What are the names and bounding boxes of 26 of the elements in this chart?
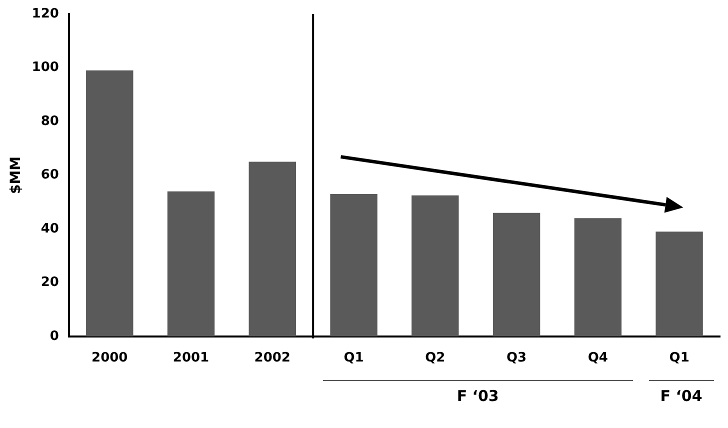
x-tick-label: Q4 <box>588 350 608 366</box>
x-tick-label: Q1 <box>344 350 364 366</box>
bar <box>86 70 134 336</box>
bar <box>412 195 459 336</box>
y-tick-label: 100 <box>32 60 59 76</box>
bar <box>330 194 378 336</box>
y-tick-label: 80 <box>40 114 59 129</box>
bar <box>656 232 703 336</box>
x-tick-label: 2002 <box>254 350 290 366</box>
bar <box>167 191 215 336</box>
bar <box>574 218 622 336</box>
y-tick-label: 60 <box>40 168 59 183</box>
text: F ‘04 <box>659 387 704 406</box>
x-tick-label: Q2 <box>425 350 446 366</box>
x-tick-label: 2001 <box>172 350 210 366</box>
bar <box>248 162 296 336</box>
y-tick-label: 120 <box>32 6 59 22</box>
y-axis-title: $MM <box>8 156 24 194</box>
x-tick-label: 2000 <box>92 350 128 366</box>
y-tick-label: 40 <box>40 221 59 236</box>
y-tick-label: 0 <box>50 328 59 344</box>
text: F ‘03 <box>456 387 500 406</box>
bar <box>492 212 540 336</box>
x-tick-label: Q3 <box>506 350 527 366</box>
x-tick-label: Q1 <box>669 350 690 366</box>
y-tick-label: 20 <box>40 275 59 290</box>
